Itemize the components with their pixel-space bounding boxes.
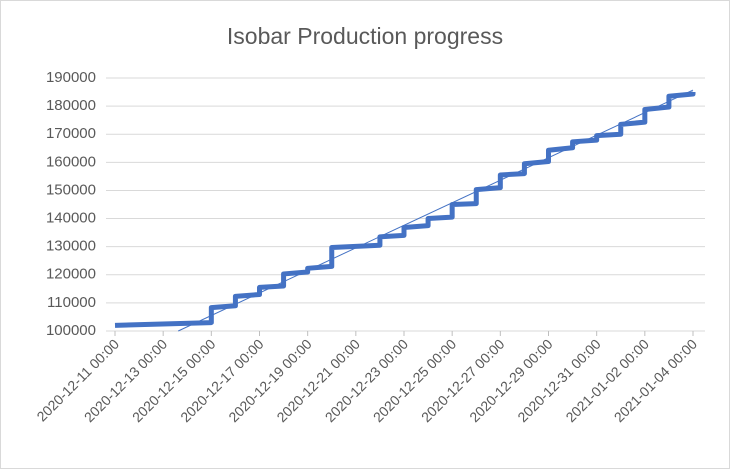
y-tick-label: 100000	[46, 322, 96, 339]
y-tick-label: 170000	[46, 125, 96, 142]
y-tick-label: 110000	[47, 294, 96, 311]
y-tick-label: 150000	[46, 181, 96, 198]
chart-title: Isobar Production progress	[227, 23, 503, 49]
y-tick-label: 190000	[46, 69, 96, 86]
y-tick-label: 130000	[46, 238, 96, 255]
line	[114, 91, 696, 328]
y-tick-label: 160000	[46, 153, 96, 170]
trendline	[178, 89, 694, 332]
y-tick-label: 120000	[46, 266, 96, 283]
y-tick-label: 180000	[46, 97, 96, 114]
y-tick-label: 140000	[46, 210, 96, 227]
